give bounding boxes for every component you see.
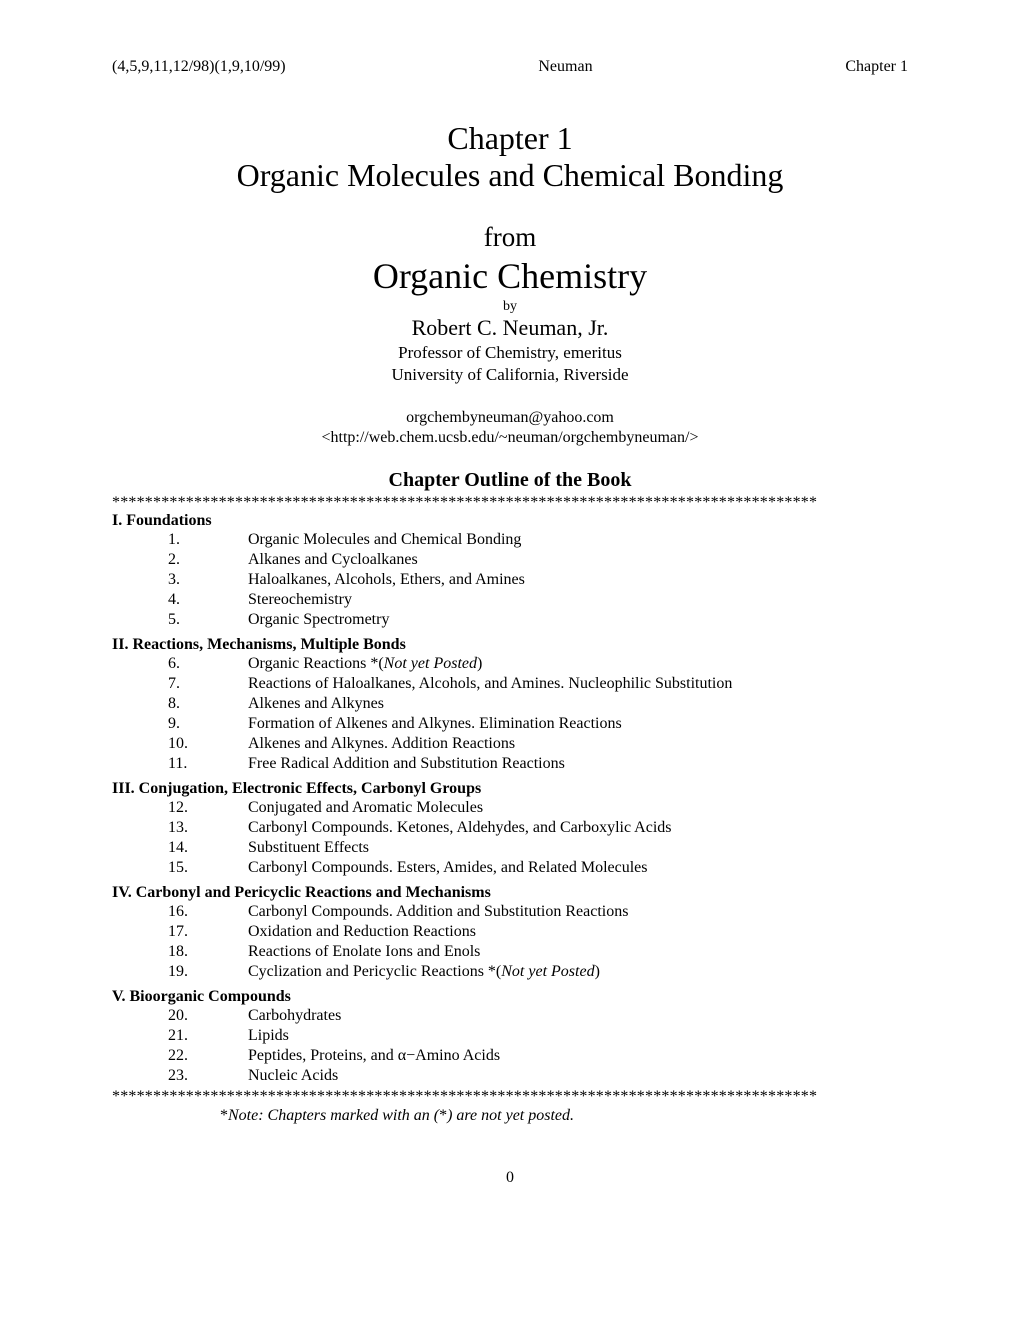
outline-item: 12.Conjugated and Aromatic Molecules xyxy=(112,798,908,818)
outline-item-text: Stereochemistry xyxy=(224,590,908,610)
outline-item-number: 5. xyxy=(112,610,224,630)
outline-item: 18.Reactions of Enolate Ions and Enols xyxy=(112,942,908,962)
outline-item-number: 16. xyxy=(112,902,224,922)
author-affil: University of California, Riverside xyxy=(112,365,908,385)
outline-item-text: Nucleic Acids xyxy=(224,1066,908,1086)
author-name: Robert C. Neuman, Jr. xyxy=(112,315,908,341)
outline-item-text: Peptides, Proteins, and α−Amino Acids xyxy=(224,1046,908,1066)
outline-item: 20.Carbohydrates xyxy=(112,1006,908,1026)
outline-item-number: 11. xyxy=(112,754,224,774)
outline-item-number: 2. xyxy=(112,550,224,570)
divider-stars-top: ****************************************… xyxy=(112,494,908,512)
outline-item-text: Conjugated and Aromatic Molecules xyxy=(224,798,908,818)
outline-item-text: Organic Spectrometry xyxy=(224,610,908,630)
section-header: II. Reactions, Mechanisms, Multiple Bond… xyxy=(112,636,908,654)
chapter-outline: I. Foundations1.Organic Molecules and Ch… xyxy=(112,512,908,1086)
header-left: (4,5,9,11,12/98)(1,9,10/99) xyxy=(112,58,286,76)
footnote: *Note: Chapters marked with an (*) are n… xyxy=(112,1107,908,1125)
section-header: V. Bioorganic Compounds xyxy=(112,988,908,1006)
by-label: by xyxy=(112,299,908,315)
outline-item: 3.Haloalkanes, Alcohols, Ethers, and Ami… xyxy=(112,570,908,590)
outline-item-number: 23. xyxy=(112,1066,224,1086)
outline-item-number: 17. xyxy=(112,922,224,942)
outline-item: 19.Cyclization and Pericyclic Reactions … xyxy=(112,962,908,982)
outline-item-number: 7. xyxy=(112,674,224,694)
outline-item-text: Carbonyl Compounds. Addition and Substit… xyxy=(224,902,908,922)
outline-item-text: Alkenes and Alkynes xyxy=(224,694,908,714)
outline-item: 16.Carbonyl Compounds. Addition and Subs… xyxy=(112,902,908,922)
outline-item-text: Carbonyl Compounds. Ketones, Aldehydes, … xyxy=(224,818,908,838)
outline-item-number: 13. xyxy=(112,818,224,838)
outline-item-text: Carbonyl Compounds. Esters, Amides, and … xyxy=(224,858,908,878)
outline-item-number: 21. xyxy=(112,1026,224,1046)
outline-item: 6.Organic Reactions *(Not yet Posted) xyxy=(112,654,908,674)
author-url: <http://web.chem.ucsb.edu/~neuman/orgche… xyxy=(112,429,908,447)
outline-item: 15.Carbonyl Compounds. Esters, Amides, a… xyxy=(112,858,908,878)
outline-item-text: Free Radical Addition and Substitution R… xyxy=(224,754,908,774)
outline-item: 17.Oxidation and Reduction Reactions xyxy=(112,922,908,942)
section-header: III. Conjugation, Electronic Effects, Ca… xyxy=(112,780,908,798)
outline-item: 2.Alkanes and Cycloalkanes xyxy=(112,550,908,570)
outline-item: 5.Organic Spectrometry xyxy=(112,610,908,630)
outline-item-text: Carbohydrates xyxy=(224,1006,908,1026)
from-label: from xyxy=(112,222,908,253)
section-header: IV. Carbonyl and Pericyclic Reactions an… xyxy=(112,884,908,902)
outline-item-number: 6. xyxy=(112,654,224,674)
outline-item-number: 1. xyxy=(112,530,224,550)
outline-item-number: 8. xyxy=(112,694,224,714)
outline-item: 11.Free Radical Addition and Substitutio… xyxy=(112,754,908,774)
outline-item-text: Organic Reactions *(Not yet Posted) xyxy=(224,654,908,674)
outline-item-number: 15. xyxy=(112,858,224,878)
outline-item-text: Alkenes and Alkynes. Addition Reactions xyxy=(224,734,908,754)
outline-item: 8.Alkenes and Alkynes xyxy=(112,694,908,714)
footnote-star-inner: * xyxy=(439,1107,447,1124)
outline-item-number: 12. xyxy=(112,798,224,818)
header-center: Neuman xyxy=(538,58,592,76)
outline-item-text: Lipids xyxy=(224,1026,908,1046)
title-block: Chapter 1 Organic Molecules and Chemical… xyxy=(112,120,908,492)
outline-item-number: 19. xyxy=(112,962,224,982)
author-title: Professor of Chemistry, emeritus xyxy=(112,343,908,363)
outline-item: 7.Reactions of Haloalkanes, Alcohols, an… xyxy=(112,674,908,694)
outline-item-number: 4. xyxy=(112,590,224,610)
outline-item-text: Alkanes and Cycloalkanes xyxy=(224,550,908,570)
divider-stars-bottom: ****************************************… xyxy=(112,1088,908,1106)
outline-item-number: 9. xyxy=(112,714,224,734)
footnote-text-1: Note: Chapters marked with an ( xyxy=(228,1107,439,1124)
outline-item-text: Reactions of Enolate Ions and Enols xyxy=(224,942,908,962)
outline-item-number: 14. xyxy=(112,838,224,858)
outline-item-text: Reactions of Haloalkanes, Alcohols, and … xyxy=(224,674,908,694)
outline-item-text: Oxidation and Reduction Reactions xyxy=(224,922,908,942)
outline-header: Chapter Outline of the Book xyxy=(112,469,908,492)
outline-item-text: Haloalkanes, Alcohols, Ethers, and Amine… xyxy=(224,570,908,590)
outline-item: 13.Carbonyl Compounds. Ketones, Aldehyde… xyxy=(112,818,908,838)
outline-item: 22.Peptides, Proteins, and α−Amino Acids xyxy=(112,1046,908,1066)
outline-item: 23.Nucleic Acids xyxy=(112,1066,908,1086)
page-number: 0 xyxy=(112,1169,908,1187)
outline-item-text: Organic Molecules and Chemical Bonding xyxy=(224,530,908,550)
outline-item-text: Formation of Alkenes and Alkynes. Elimin… xyxy=(224,714,908,734)
outline-item-number: 20. xyxy=(112,1006,224,1026)
outline-item-number: 3. xyxy=(112,570,224,590)
outline-item: 21.Lipids xyxy=(112,1026,908,1046)
chapter-number: Chapter 1 xyxy=(112,120,908,157)
outline-item: 9.Formation of Alkenes and Alkynes. Elim… xyxy=(112,714,908,734)
footnote-text-2: ) are not yet posted. xyxy=(447,1107,574,1124)
outline-item-number: 22. xyxy=(112,1046,224,1066)
page-header: (4,5,9,11,12/98)(1,9,10/99) Neuman Chapt… xyxy=(112,58,908,76)
footnote-star-prefix: * xyxy=(220,1107,228,1124)
outline-item-number: 18. xyxy=(112,942,224,962)
outline-item-number: 10. xyxy=(112,734,224,754)
author-email: orgchembyneuman@yahoo.com xyxy=(112,409,908,427)
chapter-title: Organic Molecules and Chemical Bonding xyxy=(112,157,908,194)
outline-item-text: Cyclization and Pericyclic Reactions *(N… xyxy=(224,962,908,982)
outline-item-text: Substituent Effects xyxy=(224,838,908,858)
outline-item: 4.Stereochemistry xyxy=(112,590,908,610)
book-title: Organic Chemistry xyxy=(112,255,908,297)
outline-item: 14.Substituent Effects xyxy=(112,838,908,858)
outline-item: 10.Alkenes and Alkynes. Addition Reactio… xyxy=(112,734,908,754)
header-right: Chapter 1 xyxy=(845,58,908,76)
section-header: I. Foundations xyxy=(112,512,908,530)
outline-item: 1.Organic Molecules and Chemical Bonding xyxy=(112,530,908,550)
